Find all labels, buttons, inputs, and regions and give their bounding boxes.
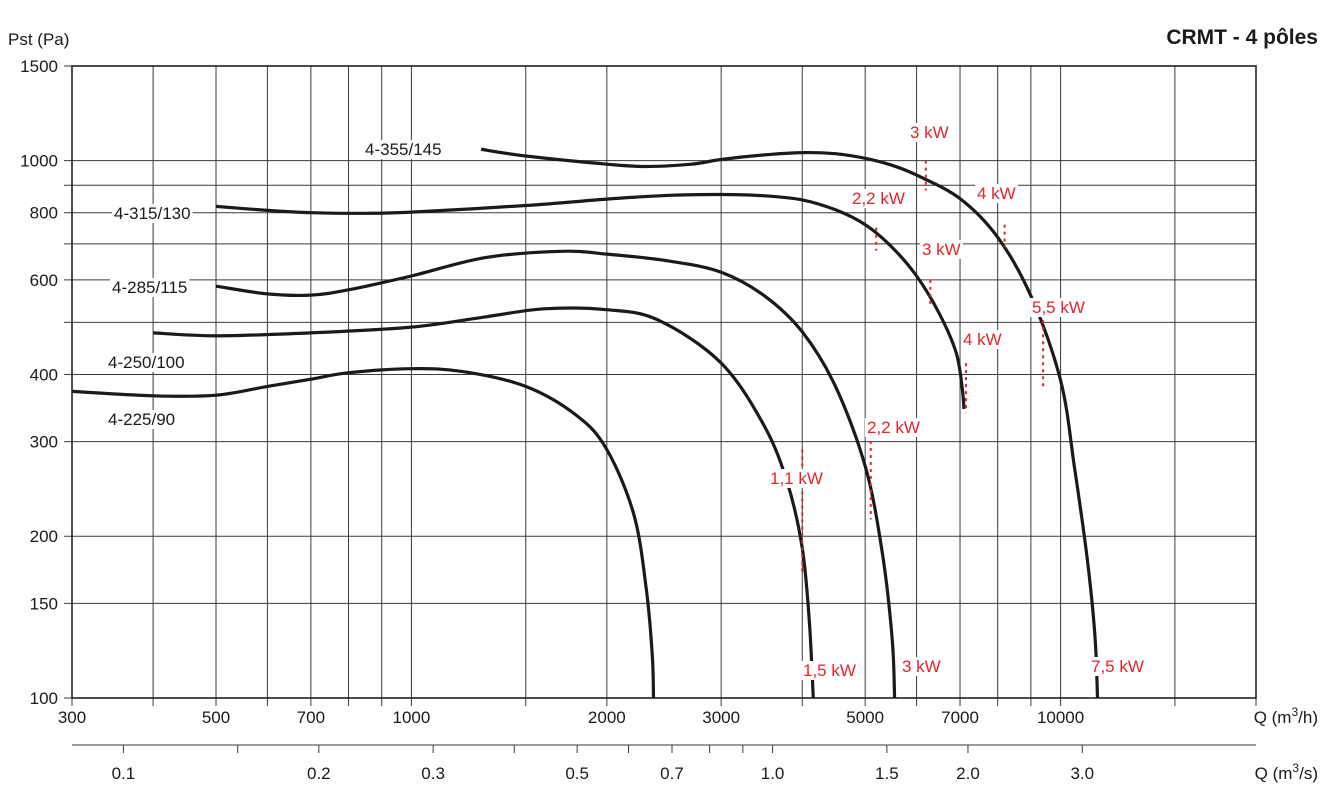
power-label-bg xyxy=(975,184,1018,203)
x2-tick-label: 1.5 xyxy=(875,764,899,783)
x2-axis-label: Q (m3/s) xyxy=(1255,761,1318,783)
power-label: 2,2 kW xyxy=(852,189,905,208)
x-tick-label: 700 xyxy=(297,708,325,727)
x-tick-label: 7000 xyxy=(941,708,979,727)
y-axis-ticks: 100 150 200 300 400 600 800 1000 1500 xyxy=(20,57,58,708)
curve-label-bg xyxy=(110,278,190,297)
x-tick-label: 1000 xyxy=(393,708,431,727)
curve-4-285-115 xyxy=(215,249,897,699)
x-tick-label: 2000 xyxy=(588,708,626,727)
power-label-bg xyxy=(900,657,943,676)
curve-label: 4-315/130 xyxy=(114,204,191,223)
x2-tick-label: 0.7 xyxy=(660,764,684,783)
x2-tick-label: 3.0 xyxy=(1070,764,1094,783)
power-label-bg xyxy=(920,240,963,259)
x2-tick-label: 0.3 xyxy=(421,764,445,783)
plot-frame xyxy=(71,65,1257,699)
power-label-bg xyxy=(801,661,858,680)
power-label-bg xyxy=(768,469,825,488)
chart-title: CRMT - 4 pôles xyxy=(1166,26,1318,49)
x-tick-label: 5000 xyxy=(846,708,884,727)
y-tick-label: 150 xyxy=(30,594,58,613)
power-label: 1,5 kW xyxy=(803,661,856,680)
curve-label-bg xyxy=(363,140,444,159)
curve-4-315-130 xyxy=(215,192,966,410)
curve-label: 4-285/115 xyxy=(112,278,187,297)
y-tick-label: 400 xyxy=(30,365,58,384)
x2-tick-label: 0.2 xyxy=(307,764,331,783)
x-tick-label: 3000 xyxy=(702,708,740,727)
x-tick-label: 500 xyxy=(202,708,230,727)
y-tick-label: 100 xyxy=(30,689,58,708)
x-tick-label: 10000 xyxy=(1037,708,1084,727)
power-label: 5,5 kW xyxy=(1032,298,1085,317)
power-label: 3 kW xyxy=(922,240,961,259)
y-tick-label: 1000 xyxy=(20,152,58,171)
x2-tick-label: 1.0 xyxy=(761,764,785,783)
x-tick-label: 300 xyxy=(58,708,86,727)
power-label: 1,1 kW xyxy=(770,469,823,488)
x2-tick-label: 0.5 xyxy=(565,764,589,783)
curve-label: 4-225/90 xyxy=(108,410,175,429)
power-label: 3 kW xyxy=(902,657,941,676)
power-annotations: 3 kW 2,2 kW 4 kW 3 kW 5,5 kW 4 kW 2,2 kW 1,1 kW… xyxy=(768,123,1146,680)
y-tick-label: 600 xyxy=(30,271,58,290)
curve-label: 4-355/145 xyxy=(365,140,442,159)
curve-4-250-100 xyxy=(153,306,815,699)
x-axis-ticks: 300 500 700 1000 2000 3000 5000 7000 10000 xyxy=(58,708,1084,727)
power-label: 2,2 kW xyxy=(867,418,920,437)
curve-4-225-90 xyxy=(71,367,656,699)
y-tick-label: 1500 xyxy=(20,57,58,76)
power-label: 4 kW xyxy=(977,184,1016,203)
y-tick-label: 300 xyxy=(30,433,58,452)
power-label-bg xyxy=(961,330,1004,349)
y-tick-label: 800 xyxy=(30,204,58,223)
power-label-bg xyxy=(1089,657,1146,676)
secondary-x-axis: 0.1 0.2 0.3 0.5 0.7 1.0 1.5 2.0 3.0 xyxy=(72,744,1256,783)
curve-label-bg xyxy=(112,204,193,223)
power-label-bg xyxy=(1030,298,1087,317)
power-label: 3 kW xyxy=(910,123,949,142)
power-markers xyxy=(801,160,1045,575)
x2-tick-label: 0.1 xyxy=(112,764,136,783)
curve-label: 4-250/100 xyxy=(108,353,185,372)
curve-4-355-145 xyxy=(480,147,1100,699)
curve-label-bg xyxy=(106,410,178,429)
power-label: 4 kW xyxy=(963,330,1002,349)
grid xyxy=(64,65,1257,706)
power-label-bg xyxy=(908,123,951,142)
x2-tick-label: 2.0 xyxy=(956,764,980,783)
y-tick-label: 200 xyxy=(30,527,58,546)
curve-labels: 4-225/90 4-250/100 4-285/115 4-315/130 4-355… xyxy=(106,140,444,429)
power-label: 7,5 kW xyxy=(1091,657,1144,676)
y-axis-label: Pst (Pa) xyxy=(8,30,69,49)
curve-label-bg xyxy=(106,353,187,372)
power-label-bg xyxy=(850,189,907,208)
performance-curves xyxy=(71,147,1100,699)
power-label-bg xyxy=(865,418,922,437)
x-axis-label: Q (m3/h) xyxy=(1254,705,1318,727)
